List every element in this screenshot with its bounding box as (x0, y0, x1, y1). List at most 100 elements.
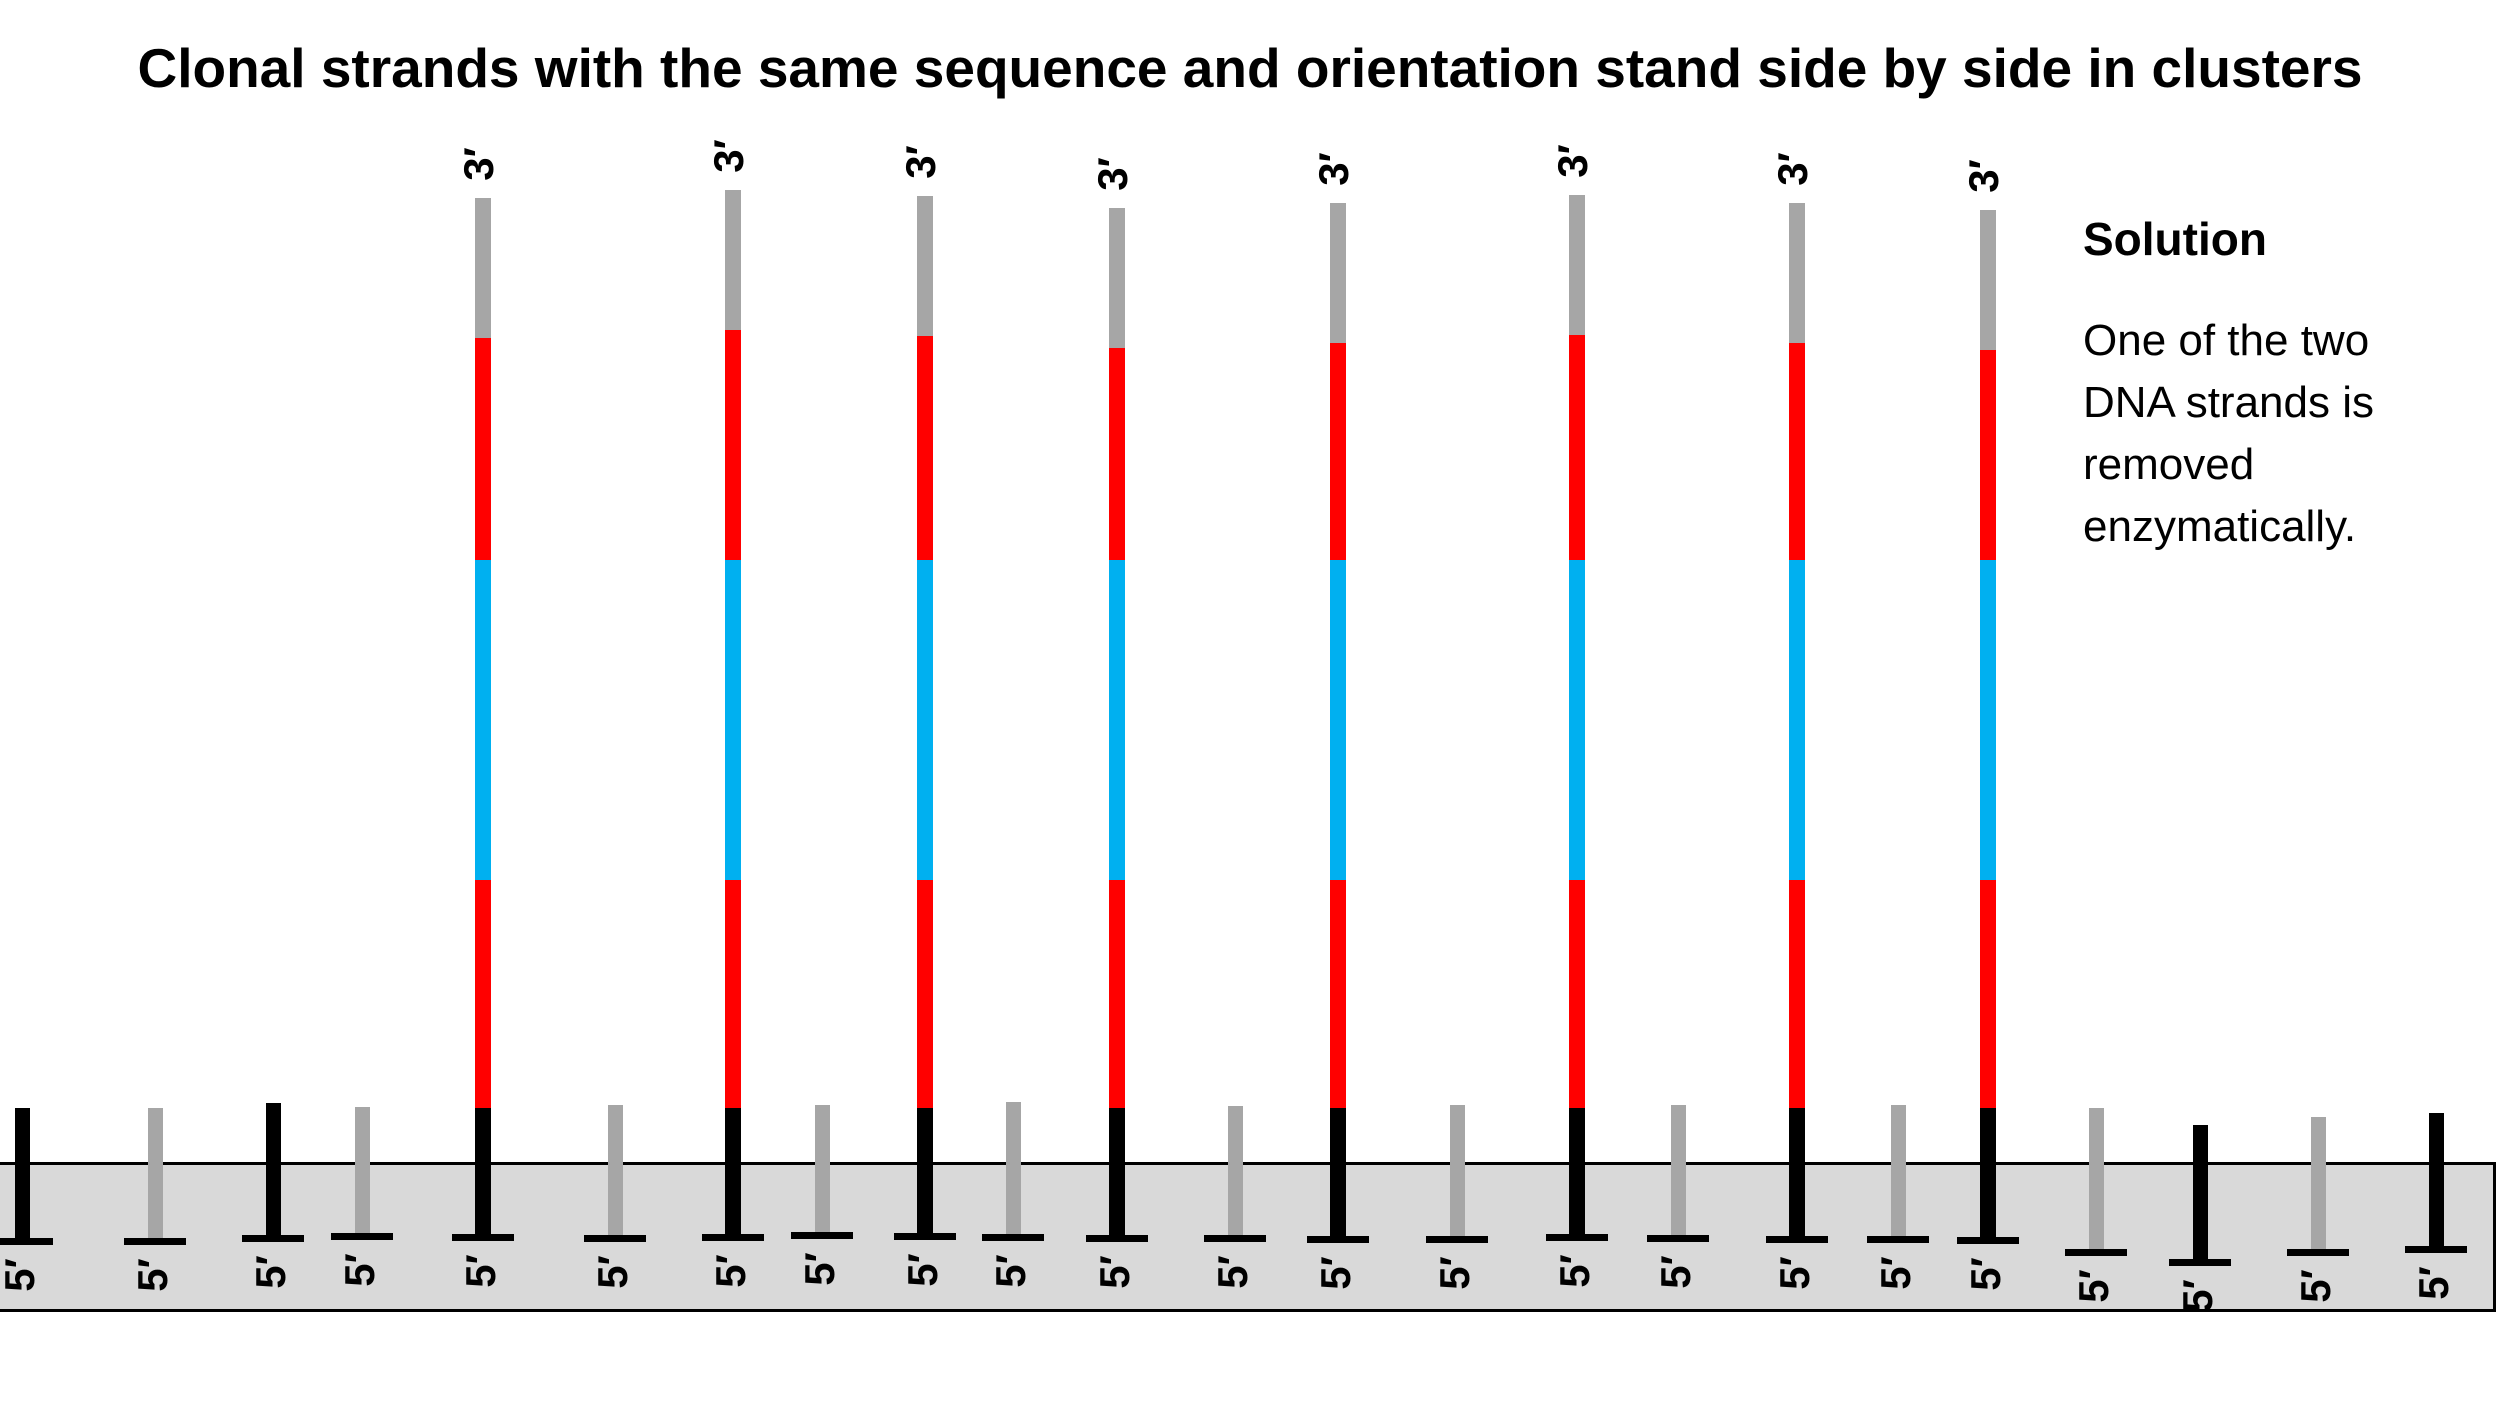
stub-foot-crossbar (791, 1232, 853, 1239)
strand-segment-red-upper (725, 330, 741, 560)
stub-foot-crossbar (2287, 1249, 2349, 1256)
strand-segment-red-lower (1330, 880, 1346, 1108)
stub-foot-crossbar (124, 1238, 186, 1245)
stub-bar-gray (147, 1108, 163, 1245)
five-prime-label: 5′ (1962, 1257, 2009, 1291)
five-prime-label: 5′ (457, 1254, 504, 1288)
strand-foot-crossbar (702, 1234, 764, 1241)
five-prime-label: 5′ (1091, 1255, 1138, 1289)
strand-segment-gray-cap (1789, 203, 1805, 343)
strand-segment-blue (917, 560, 933, 880)
strand-segment-gray-cap (917, 196, 933, 336)
strand-segment-blue (1789, 560, 1805, 880)
five-prime-label: 5′ (129, 1258, 176, 1292)
strand-segment-gray-cap (725, 190, 741, 330)
three-prime-label: 3′ (705, 139, 752, 173)
stub-bar-gray (1005, 1102, 1021, 1241)
strand-segment-red-lower (725, 880, 741, 1108)
stub-bar-black (2428, 1113, 2444, 1253)
strand-segment-blue (725, 560, 741, 880)
strand-segment-gray-cap (1980, 210, 1996, 350)
five-prime-label: 5′ (987, 1254, 1034, 1288)
strand-foot-crossbar (1766, 1236, 1828, 1243)
stub-foot-crossbar (2169, 1259, 2231, 1266)
strand-segment-black-foot (725, 1108, 741, 1241)
solution-line: DNA strands is (2083, 378, 2374, 427)
strand-segment-red-lower (1569, 880, 1585, 1108)
stub-foot-crossbar (1867, 1236, 1929, 1243)
stub-bar-black (2192, 1125, 2208, 1266)
three-prime-label: 3′ (1769, 152, 1816, 186)
strand-segment-red-lower (1789, 880, 1805, 1108)
stub-bar-gray (2310, 1117, 2326, 1256)
stub-foot-crossbar (1426, 1236, 1488, 1243)
five-prime-label: 5′ (589, 1255, 636, 1289)
strand-segment-black-foot (1980, 1108, 1996, 1244)
five-prime-label: 5′ (1872, 1256, 1919, 1290)
solution-line: enzymatically. (2083, 502, 2357, 551)
stub-bar-gray (1227, 1106, 1243, 1242)
strand-segment-black-foot (917, 1108, 933, 1240)
strand-segment-gray-cap (1109, 208, 1125, 348)
stub-foot-crossbar (584, 1235, 646, 1242)
strand-segment-black-foot (1789, 1108, 1805, 1243)
strand-segment-red-lower (1980, 880, 1996, 1108)
stub-foot-crossbar (331, 1233, 393, 1240)
five-prime-label: 5′ (2292, 1269, 2339, 1303)
strand-segment-red-upper (475, 338, 491, 560)
stub-bar-gray (1670, 1105, 1686, 1242)
strand-segment-red-upper (1569, 335, 1585, 560)
strand-segment-blue (1330, 560, 1346, 880)
strand-segment-gray-cap (1330, 203, 1346, 343)
three-prime-label: 3′ (1089, 157, 1136, 191)
stub-foot-crossbar (242, 1235, 304, 1242)
strand-segment-red-lower (1109, 880, 1125, 1108)
strand-segment-black-foot (1109, 1108, 1125, 1242)
stub-foot-crossbar (2065, 1249, 2127, 1256)
strand-foot-crossbar (1957, 1237, 2019, 1244)
solution-line: One of the two (2083, 316, 2370, 365)
strand-segment-red-upper (1980, 350, 1996, 560)
strand-foot-crossbar (1546, 1234, 1608, 1241)
five-prime-label: 5′ (2070, 1269, 2117, 1303)
strand-segment-red-lower (475, 880, 491, 1108)
strand-segment-red-upper (917, 336, 933, 560)
stub-foot-crossbar (2405, 1246, 2467, 1253)
strand-foot-crossbar (894, 1233, 956, 1240)
three-prime-label: 3′ (1960, 159, 2007, 193)
stub-foot-crossbar (0, 1238, 53, 1245)
strand-segment-blue (1109, 560, 1125, 880)
strand-segment-gray-cap (475, 198, 491, 338)
five-prime-label: 5′ (1312, 1256, 1359, 1290)
five-prime-label: 5′ (1652, 1255, 1699, 1289)
stub-bar-gray (1890, 1105, 1906, 1243)
diagram-title: Clonal strands with the same sequence an… (137, 37, 2363, 99)
solution-heading: Solution (2083, 213, 2267, 265)
strand-segment-black-foot (1330, 1108, 1346, 1243)
stub-foot-crossbar (982, 1234, 1044, 1241)
five-prime-label: 5′ (336, 1253, 383, 1287)
three-prime-label: 3′ (1310, 152, 1357, 186)
stub-foot-crossbar (1204, 1235, 1266, 1242)
five-prime-label: 5′ (1431, 1256, 1478, 1290)
strand-segment-red-upper (1789, 343, 1805, 560)
strand-segment-blue (475, 560, 491, 880)
five-prime-label: 5′ (2410, 1266, 2457, 1300)
solution-text-block: Solution One of the two DNA strands is r… (2083, 212, 2483, 558)
stub-bar-gray (1449, 1105, 1465, 1243)
strand-segment-gray-cap (1569, 195, 1585, 335)
stub-foot-crossbar (1647, 1235, 1709, 1242)
five-prime-label: 5′ (1771, 1256, 1818, 1290)
three-prime-label: 3′ (1549, 144, 1596, 178)
strand-segment-red-upper (1109, 348, 1125, 560)
strand-segment-black-foot (1569, 1108, 1585, 1241)
five-prime-label: 5′ (1209, 1255, 1256, 1289)
strand-foot-crossbar (1307, 1236, 1369, 1243)
stub-bar-gray (814, 1105, 830, 1239)
strand-segment-blue (1569, 560, 1585, 880)
five-prime-label: 5′ (796, 1252, 843, 1286)
stub-bar-black (14, 1108, 30, 1245)
strand-segment-red-lower (917, 880, 933, 1108)
strand-foot-crossbar (1086, 1235, 1148, 1242)
